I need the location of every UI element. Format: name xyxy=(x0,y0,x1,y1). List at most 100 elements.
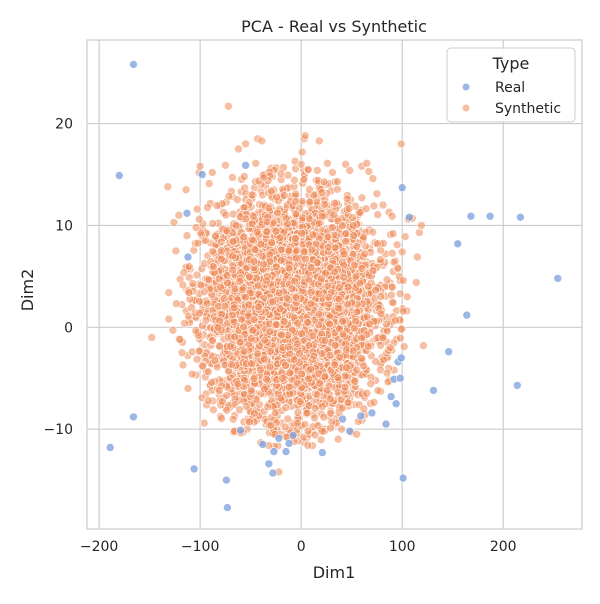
synthetic-point xyxy=(284,415,292,423)
synthetic-point xyxy=(326,320,334,328)
synthetic-point xyxy=(372,286,380,294)
synthetic-point xyxy=(373,240,381,248)
synthetic-point xyxy=(266,347,274,355)
synthetic-point xyxy=(313,391,321,399)
synthetic-point xyxy=(294,319,302,327)
synthetic-point xyxy=(282,404,290,412)
synthetic-point xyxy=(358,264,366,272)
synthetic-point xyxy=(331,199,339,207)
synthetic-point xyxy=(334,374,342,382)
synthetic-point xyxy=(341,383,349,391)
synthetic-point xyxy=(374,211,382,219)
synthetic-point xyxy=(370,398,378,406)
synthetic-point xyxy=(336,284,344,292)
synthetic-point xyxy=(352,317,360,325)
synthetic-point xyxy=(277,256,285,264)
synthetic-point xyxy=(353,242,361,250)
synthetic-point xyxy=(277,394,285,402)
synthetic-point xyxy=(217,247,225,255)
synthetic-point xyxy=(205,276,213,284)
synthetic-point xyxy=(352,272,360,280)
synthetic-point xyxy=(208,378,216,386)
synthetic-point xyxy=(323,387,331,395)
synthetic-point xyxy=(353,308,361,316)
synthetic-point xyxy=(320,178,328,186)
synthetic-point xyxy=(307,365,315,373)
synthetic-point xyxy=(172,300,180,308)
synthetic-point xyxy=(370,202,378,210)
synthetic-point xyxy=(358,334,366,342)
synthetic-point xyxy=(309,332,317,340)
synthetic-point xyxy=(300,247,308,255)
synthetic-point xyxy=(209,220,217,228)
synthetic-point xyxy=(271,409,279,417)
synthetic-point xyxy=(376,256,384,264)
synthetic-point xyxy=(300,176,308,184)
synthetic-point xyxy=(335,295,343,303)
synthetic-point xyxy=(308,246,316,254)
synthetic-point xyxy=(383,276,391,284)
synthetic-point xyxy=(310,191,318,199)
synthetic-point xyxy=(265,204,273,212)
synthetic-point xyxy=(339,330,347,338)
synthetic-point xyxy=(277,246,285,254)
synthetic-point xyxy=(303,318,311,326)
synthetic-point xyxy=(260,355,268,363)
synthetic-point xyxy=(320,413,328,421)
synthetic-point xyxy=(294,340,302,348)
synthetic-point xyxy=(225,192,233,200)
synthetic-point xyxy=(292,254,300,262)
synthetic-point xyxy=(275,289,283,297)
synthetic-point xyxy=(351,377,359,385)
synthetic-point xyxy=(364,283,372,291)
synthetic-point xyxy=(369,228,377,236)
synthetic-point xyxy=(334,435,342,443)
synthetic-point xyxy=(367,380,375,388)
synthetic-point xyxy=(250,213,258,221)
synthetic-point xyxy=(229,415,237,423)
synthetic-point xyxy=(221,302,229,310)
synthetic-point xyxy=(286,369,294,377)
synthetic-point xyxy=(342,238,350,246)
synthetic-point xyxy=(220,295,228,303)
synthetic-point xyxy=(204,397,212,405)
synthetic-point xyxy=(202,316,210,324)
synthetic-point xyxy=(211,232,219,240)
synthetic-point xyxy=(303,409,311,417)
synthetic-point xyxy=(242,293,250,301)
synthetic-point xyxy=(372,358,380,366)
synthetic-point xyxy=(389,299,397,307)
synthetic-point xyxy=(203,204,211,212)
synthetic-point xyxy=(231,333,239,341)
synthetic-point xyxy=(181,319,189,327)
synthetic-point xyxy=(292,198,300,206)
synthetic-point xyxy=(350,324,358,332)
synthetic-point xyxy=(364,342,372,350)
synthetic-point xyxy=(290,176,298,184)
synthetic-point xyxy=(379,334,387,342)
synthetic-point xyxy=(209,263,217,271)
synthetic-point xyxy=(204,368,212,376)
synthetic-point xyxy=(280,191,288,199)
synthetic-point xyxy=(194,239,202,247)
synthetic-point xyxy=(336,353,344,361)
synthetic-point xyxy=(320,200,328,208)
synthetic-point xyxy=(264,403,272,411)
synthetic-point xyxy=(305,341,313,349)
synthetic-point xyxy=(388,249,396,257)
synthetic-point xyxy=(180,269,188,277)
synthetic-point xyxy=(349,347,357,355)
synthetic-point xyxy=(224,279,232,287)
synthetic-point xyxy=(315,219,323,227)
synthetic-point xyxy=(317,436,325,444)
synthetic-point xyxy=(254,282,262,290)
synthetic-point xyxy=(272,321,280,329)
synthetic-point xyxy=(292,235,300,243)
synthetic-point xyxy=(226,342,234,350)
synthetic-point xyxy=(344,399,352,407)
synthetic-point xyxy=(340,250,348,258)
synthetic-point xyxy=(326,395,334,403)
synthetic-point xyxy=(218,415,226,423)
